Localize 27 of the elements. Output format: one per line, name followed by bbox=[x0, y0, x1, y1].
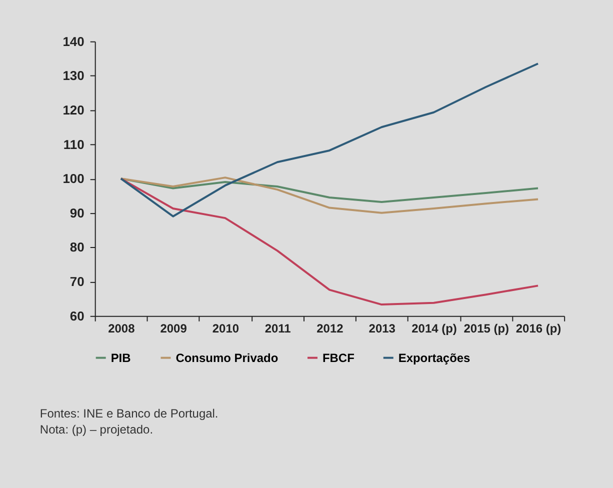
y-tick-label: 90 bbox=[70, 205, 84, 220]
x-tick-label: 2011 bbox=[264, 321, 292, 336]
x-tick-label: 2009 bbox=[160, 321, 188, 336]
y-tick-label: 70 bbox=[70, 274, 84, 290]
y-tick-label: 80 bbox=[70, 240, 84, 255]
legend-label: FBCF bbox=[322, 350, 354, 365]
line-series bbox=[120, 178, 540, 306]
y-tick-label: 140 bbox=[62, 34, 84, 49]
text: Nota: (p) – projetado. bbox=[40, 422, 154, 437]
x-tick-label: 2015 (p) bbox=[464, 321, 510, 336]
legend-label: PIB bbox=[110, 350, 132, 365]
y-tick-label: 100 bbox=[62, 171, 84, 186]
x-tick-label: 2008 bbox=[108, 321, 136, 336]
x-tick-label: 2010 bbox=[212, 321, 240, 336]
y-tick-label: 60 bbox=[70, 308, 84, 324]
line-series bbox=[120, 176, 540, 214]
text: Fontes: INE e Banco de Portugal. bbox=[40, 406, 218, 421]
x-tick-label: 2016 (p) bbox=[516, 321, 562, 336]
x-tick-label: 2012 bbox=[316, 321, 344, 336]
legend-label: Consumo Privado bbox=[176, 350, 278, 365]
line-series bbox=[120, 62, 540, 218]
legend-label: Exportações bbox=[398, 350, 471, 365]
x-tick-label: 2013 bbox=[368, 321, 396, 336]
y-tick-label: 110 bbox=[63, 136, 84, 152]
y-tick-label: 130 bbox=[62, 68, 84, 84]
y-tick-label: 120 bbox=[62, 102, 84, 118]
x-tick-label: 2014 (p) bbox=[412, 321, 457, 336]
